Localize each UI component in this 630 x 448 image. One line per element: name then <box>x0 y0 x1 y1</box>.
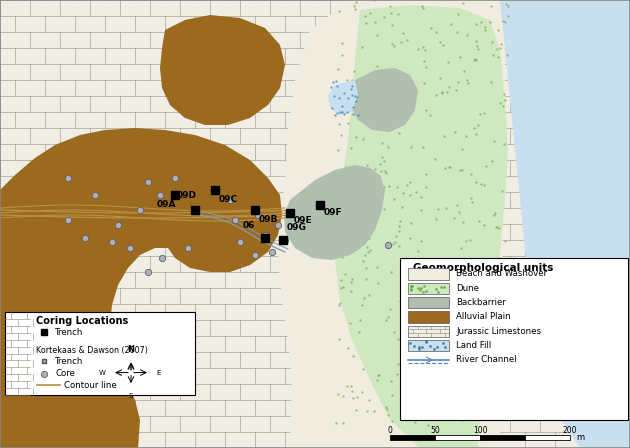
Polygon shape <box>400 258 628 420</box>
Text: Backbarrier: Backbarrier <box>456 298 506 307</box>
Text: Contour line: Contour line <box>64 380 117 389</box>
Text: Beach and Washover: Beach and Washover <box>456 269 547 278</box>
Bar <box>408 311 449 323</box>
Polygon shape <box>278 0 505 448</box>
Text: Core: Core <box>55 369 75 378</box>
Polygon shape <box>335 5 508 448</box>
Bar <box>390 435 435 440</box>
Text: Jurassic Limestones: Jurassic Limestones <box>456 327 541 336</box>
Text: Geomorphological units: Geomorphological units <box>413 263 553 273</box>
Bar <box>408 297 449 308</box>
Polygon shape <box>160 15 285 125</box>
Polygon shape <box>350 68 418 132</box>
Text: 09B: 09B <box>259 215 278 224</box>
Text: m: m <box>576 433 585 442</box>
Text: 09E: 09E <box>294 216 312 225</box>
Polygon shape <box>5 312 195 395</box>
Text: Coring Locations: Coring Locations <box>37 316 129 327</box>
Text: 0: 0 <box>387 426 392 435</box>
Text: Trench: Trench <box>55 357 84 366</box>
Bar <box>408 340 449 351</box>
Polygon shape <box>0 128 282 448</box>
Bar <box>480 435 525 440</box>
Text: 09D: 09D <box>177 191 197 200</box>
Text: E: E <box>156 370 161 375</box>
Text: 09C: 09C <box>219 195 238 204</box>
Text: 09G: 09G <box>287 223 307 232</box>
Text: River Channel: River Channel <box>456 355 517 364</box>
Text: Dune: Dune <box>456 284 479 293</box>
Bar <box>525 435 570 440</box>
Text: Kortekaas & Dawson (2007): Kortekaas & Dawson (2007) <box>37 345 149 355</box>
Text: S: S <box>129 393 133 399</box>
Text: Trench: Trench <box>55 327 84 336</box>
Text: N: N <box>127 345 134 354</box>
Text: 200: 200 <box>563 426 577 435</box>
Bar <box>408 268 449 280</box>
Text: 100: 100 <box>472 426 487 435</box>
Text: 50: 50 <box>430 426 440 435</box>
Text: 09F: 09F <box>324 208 343 217</box>
Polygon shape <box>500 0 630 448</box>
Text: 09A: 09A <box>157 200 176 209</box>
Text: Land Fill: Land Fill <box>456 341 491 350</box>
Text: Alluvial Plain: Alluvial Plain <box>456 312 511 321</box>
Polygon shape <box>284 165 385 260</box>
Text: W: W <box>99 370 106 375</box>
Text: 06: 06 <box>243 221 255 230</box>
Bar <box>435 435 480 440</box>
Bar <box>408 283 449 294</box>
Polygon shape <box>328 80 358 115</box>
Bar <box>408 326 449 337</box>
